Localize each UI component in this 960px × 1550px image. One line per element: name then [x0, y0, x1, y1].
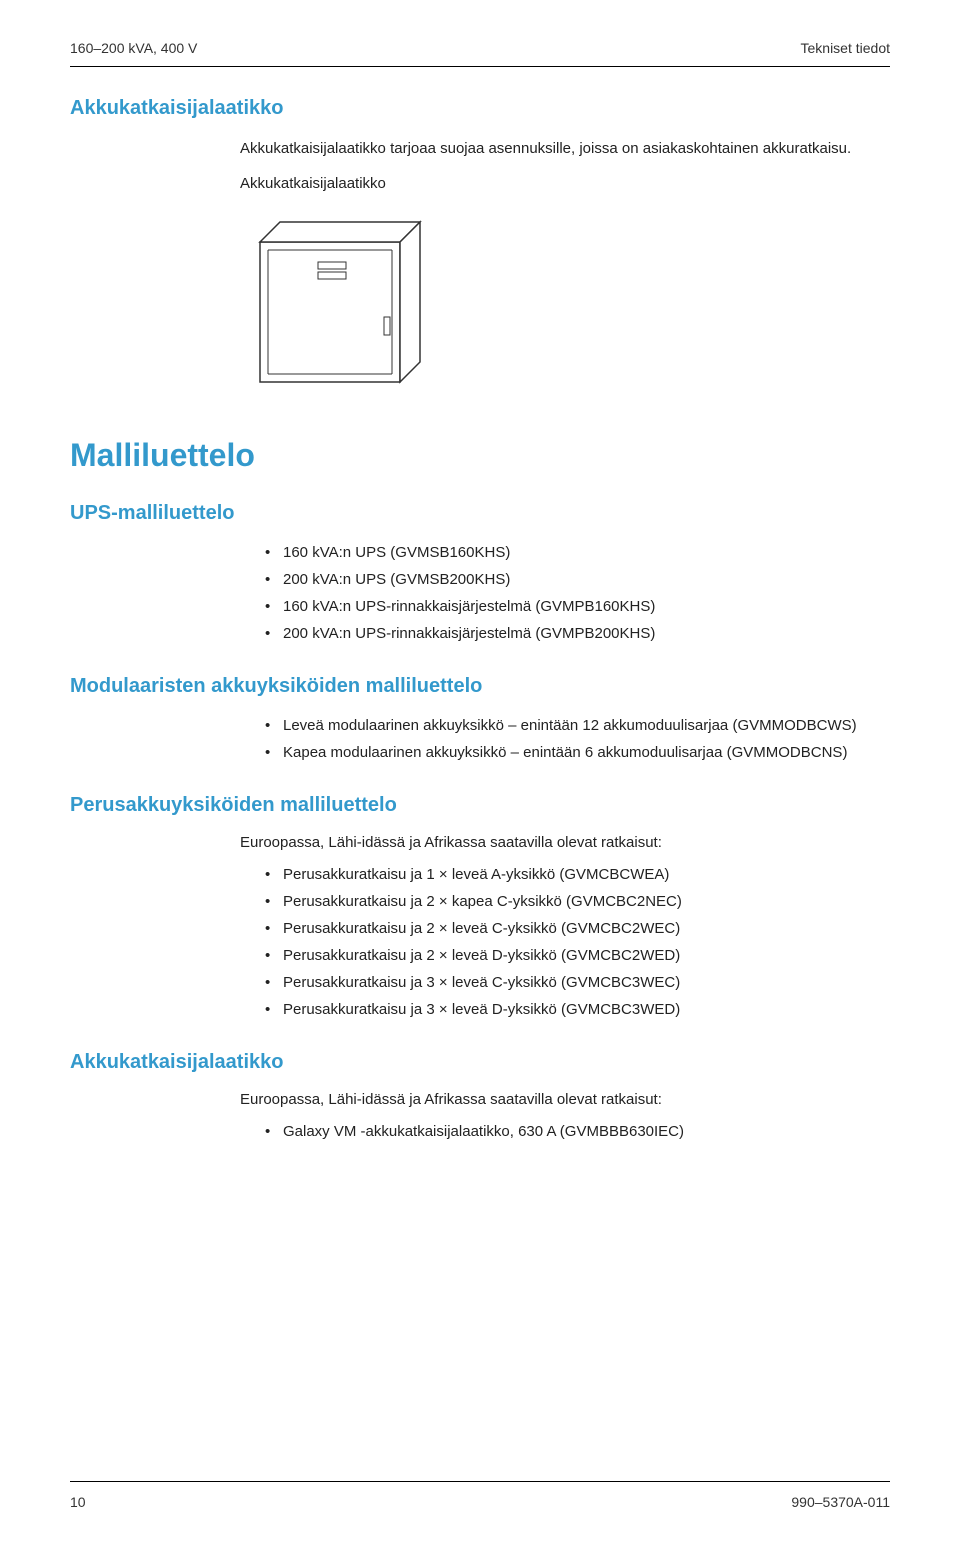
page-footer: 10 990–5370A-011: [0, 1481, 960, 1510]
perusakku-list: Perusakkuratkaisu ja 1 × leveä A-yksikkö…: [265, 861, 890, 1023]
intro-paragraph: Akkukatkaisijalaatikko tarjoaa suojaa as…: [240, 138, 890, 161]
perusakku-title: Perusakkuyksiköiden malliluettelo: [70, 794, 890, 817]
footer-divider: [70, 1481, 890, 1482]
main-section-title: Akkukatkaisijalaatikko: [70, 97, 890, 120]
list-item: 200 kVA:n UPS-rinnakkaisjärjestelmä (GVM…: [265, 620, 890, 647]
cabinet-icon: [240, 202, 440, 402]
list-item: 160 kVA:n UPS (GVMSB160KHS): [265, 539, 890, 566]
page-header: 160–200 kVA, 400 V Tekniset tiedot: [0, 0, 960, 66]
akkukatk-list: Galaxy VM -akkukatkaisijalaatikko, 630 A…: [265, 1118, 890, 1145]
malliluettelo-title: Malliluettelo: [70, 437, 890, 474]
list-item: Perusakkuratkaisu ja 2 × leveä C-yksikkö…: [265, 915, 890, 942]
list-item: Leveä modulaarinen akkuyksikkö – enintää…: [265, 712, 890, 739]
list-item: 200 kVA:n UPS (GVMSB200KHS): [265, 566, 890, 593]
header-right: Tekniset tiedot: [801, 40, 891, 56]
list-item: Perusakkuratkaisu ja 2 × leveä D-yksikkö…: [265, 942, 890, 969]
ups-list: 160 kVA:n UPS (GVMSB160KHS) 200 kVA:n UP…: [265, 539, 890, 647]
list-item: Galaxy VM -akkukatkaisijalaatikko, 630 A…: [265, 1118, 890, 1145]
image-caption: Akkukatkaisijalaatikko: [240, 175, 890, 192]
list-item: Perusakkuratkaisu ja 2 × kapea C-yksikkö…: [265, 888, 890, 915]
perusakku-intro: Euroopassa, Lähi-idässä ja Afrikassa saa…: [240, 831, 890, 855]
page-number: 10: [70, 1494, 86, 1510]
list-item: Kapea modulaarinen akkuyksikkö – enintää…: [265, 739, 890, 766]
page-content: Akkukatkaisijalaatikko Akkukatkaisijalaa…: [0, 67, 960, 1145]
modulaaristen-list: Leveä modulaarinen akkuyksikkö – enintää…: [265, 712, 890, 766]
akkukatk-intro: Euroopassa, Lähi-idässä ja Afrikassa saa…: [240, 1088, 890, 1112]
header-left: 160–200 kVA, 400 V: [70, 40, 197, 56]
list-item: Perusakkuratkaisu ja 1 × leveä A-yksikkö…: [265, 861, 890, 888]
list-item: Perusakkuratkaisu ja 3 × leveä C-yksikkö…: [265, 969, 890, 996]
device-illustration: [240, 202, 890, 407]
footer-row: 10 990–5370A-011: [70, 1494, 890, 1510]
list-item: Perusakkuratkaisu ja 3 × leveä D-yksikkö…: [265, 996, 890, 1023]
ups-subsection-title: UPS-malliluettelo: [70, 502, 890, 525]
modulaaristen-title: Modulaaristen akkuyksiköiden malliluette…: [70, 675, 890, 698]
akkukatk-title: Akkukatkaisijalaatikko: [70, 1051, 890, 1074]
doc-id: 990–5370A-011: [791, 1494, 890, 1510]
list-item: 160 kVA:n UPS-rinnakkaisjärjestelmä (GVM…: [265, 593, 890, 620]
